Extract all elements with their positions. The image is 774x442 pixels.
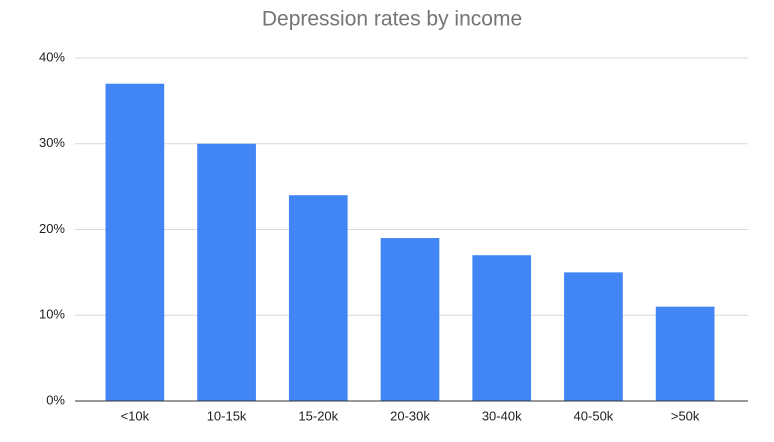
- bar: [105, 83, 165, 401]
- bar: [472, 255, 532, 401]
- chart-title: Depression rates by income: [262, 8, 522, 31]
- bar: [380, 238, 440, 401]
- x-tick-label: 30-40k: [482, 408, 522, 423]
- bar: [197, 143, 256, 401]
- y-tick-label: 40%: [39, 49, 65, 64]
- y-tick-label: 0%: [46, 392, 65, 407]
- x-tick-label: 40-50k: [574, 408, 614, 423]
- y-tick-label: 30%: [39, 135, 65, 150]
- bar: [288, 195, 348, 401]
- y-tick-label: 10%: [39, 307, 65, 322]
- bar: [655, 306, 715, 401]
- x-tick-label: 20-30k: [390, 408, 430, 423]
- bar: [564, 272, 623, 401]
- x-tick-label: 15-20k: [298, 408, 338, 423]
- y-tick-label: 20%: [39, 221, 65, 236]
- x-tick-label: <10k: [121, 408, 150, 423]
- x-tick-label: 10-15k: [207, 408, 247, 423]
- x-tick-label: >50k: [671, 408, 700, 423]
